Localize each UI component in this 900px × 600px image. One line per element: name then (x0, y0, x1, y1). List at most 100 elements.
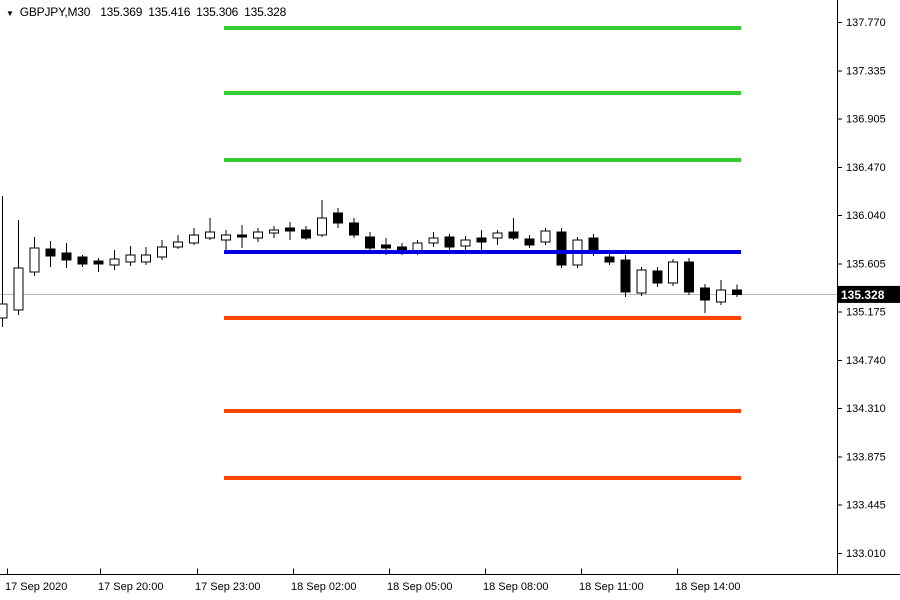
y-tick-label: 136.905 (846, 113, 886, 125)
candle-body-bull (428, 237, 439, 244)
candle-body-bear (77, 256, 88, 265)
y-tick-label: 134.740 (846, 355, 886, 367)
candle (205, 217, 216, 240)
x-tick-label: 18 Sep 02:00 (291, 581, 356, 593)
candle (364, 231, 375, 251)
candle-body-bear (284, 227, 295, 232)
current-price-badge: 135.328 (838, 285, 900, 303)
candle-body-bull (125, 254, 136, 263)
candle (221, 229, 232, 254)
candle-body-bear (652, 270, 663, 284)
candle (348, 217, 359, 238)
candle-body-bull (221, 234, 232, 241)
candle (109, 250, 120, 270)
candle-body-bear (476, 237, 487, 243)
candle (524, 234, 535, 249)
candle-body-bear (508, 231, 519, 239)
candle (428, 231, 439, 247)
candle-body-bear (604, 256, 615, 263)
candle-body-bear (524, 238, 535, 246)
candle (173, 234, 184, 250)
x-tick-label: 18 Sep 08:00 (483, 581, 548, 593)
candle-body-bear (700, 287, 711, 301)
candle (237, 224, 248, 249)
candle (13, 220, 24, 316)
x-tick-label: 17 Sep 2020 (5, 581, 67, 593)
candle-body-bear (732, 289, 743, 295)
candle (652, 266, 663, 287)
candle-body-bear (348, 222, 359, 236)
candle (125, 245, 136, 266)
symbol-period-label: GBPJPY,M30 (19, 5, 91, 19)
candle (268, 226, 279, 238)
axes (0, 0, 900, 575)
current-price-box (838, 285, 900, 303)
y-tick-label: 136.470 (846, 162, 886, 174)
candle-body-bull (492, 232, 503, 239)
candle-body-bull (668, 261, 679, 284)
candle (476, 229, 487, 251)
candle (300, 226, 311, 240)
x-tick-label: 18 Sep 05:00 (387, 581, 452, 593)
candle (157, 239, 168, 261)
candle (284, 222, 295, 240)
candle (61, 242, 72, 268)
candle-body-bear (237, 234, 248, 238)
x-tick-label: 17 Sep 20:00 (98, 581, 163, 593)
candle (253, 227, 264, 242)
candle (332, 207, 343, 228)
pivot-lines-layer (224, 26, 741, 481)
candle-body-bear (45, 248, 56, 257)
candle-body-bull (0, 303, 8, 319)
candle-body-bull (253, 231, 264, 239)
candle (45, 240, 56, 267)
x-tick-label: 17 Sep 23:00 (195, 581, 260, 593)
x-axis-scale[interactable]: 17 Sep 2020 17 Sep 20:00 17 Sep 23:00 18 Se… (5, 568, 740, 594)
candle (732, 284, 743, 297)
candle (77, 255, 88, 267)
open-value: 135.369 (100, 5, 143, 19)
y-tick-label: 134.310 (846, 403, 886, 415)
candle-body-bull (636, 269, 647, 294)
high-value: 135.416 (148, 5, 191, 19)
y-tick-label: 135.175 (846, 306, 886, 318)
candle (492, 229, 503, 245)
candle (29, 236, 40, 276)
x-tick-label: 18 Sep 14:00 (675, 581, 740, 593)
candle (444, 233, 455, 251)
candle-body-bear (620, 259, 631, 293)
candle (684, 258, 695, 295)
chart-ohlc-header: ▼ GBPJPY,M30 135.369 135.416 135.306 135… (6, 5, 292, 19)
candle-body-bear (300, 229, 311, 239)
candles-layer (0, 196, 743, 327)
candle-body-bull (316, 217, 327, 236)
close-value: 135.328 (244, 5, 287, 19)
y-tick-label: 133.875 (846, 451, 886, 463)
candle-body-bull (29, 247, 40, 273)
candle (556, 227, 567, 268)
candle-body-bull (540, 230, 551, 243)
candle (316, 200, 327, 237)
symbol-dropdown-icon[interactable]: ▼ (6, 8, 14, 18)
candle-body-bear (380, 244, 391, 249)
candle-body-bull (141, 254, 152, 263)
y-axis-scale[interactable]: 137.770 137.335 136.905 136.470 136.040 135.6… (837, 17, 886, 560)
candle (540, 227, 551, 245)
candle (189, 227, 200, 245)
candle-body-bear (444, 236, 455, 248)
candle (460, 235, 471, 251)
candle-body-bull (157, 246, 168, 258)
y-tick-label: 135.605 (846, 259, 886, 271)
candle-body-bull (716, 289, 727, 303)
low-value: 135.306 (196, 5, 239, 19)
candle-body-bull (205, 231, 216, 239)
candle-body-bull (268, 229, 279, 234)
candle-body-bull (173, 241, 184, 248)
y-tick-label: 133.445 (846, 499, 886, 511)
candle-body-bear (61, 252, 72, 261)
candle (668, 259, 679, 287)
candle-body-bear (556, 231, 567, 266)
candle (0, 196, 8, 327)
